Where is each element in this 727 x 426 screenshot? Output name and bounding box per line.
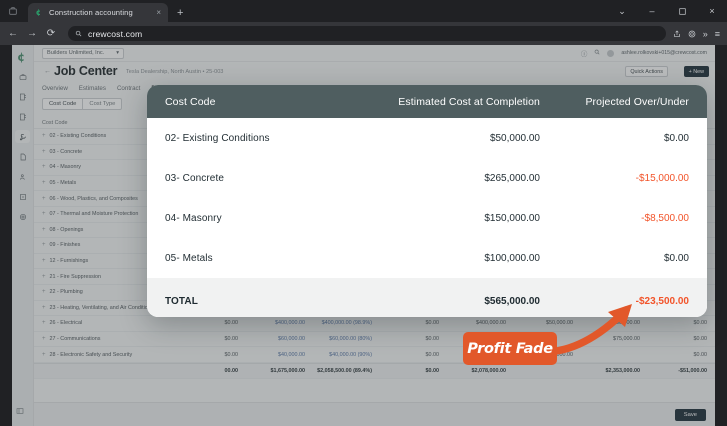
- window-controls: ⌄ – ×: [607, 0, 727, 22]
- cost-code: 03- Concrete: [165, 172, 225, 184]
- search-icon: [75, 30, 82, 37]
- projected-over-under: -$15,000.00: [635, 172, 689, 184]
- modal-header: Cost Code Estimated Cost at Completion P…: [147, 85, 707, 118]
- cost-code: 04- Masonry: [165, 212, 222, 224]
- window-close-icon[interactable]: ×: [709, 6, 715, 16]
- modal-row[interactable]: 05- Metals $100,000.00 $0.00: [147, 238, 707, 278]
- share-icon[interactable]: [673, 30, 681, 38]
- curved-arrow-icon: [540, 304, 632, 356]
- estimated-cost: $150,000.00: [484, 212, 540, 224]
- modal-body: 02- Existing Conditions $50,000.00 $0.00…: [147, 118, 707, 317]
- minimize-icon[interactable]: –: [649, 6, 655, 16]
- back-icon[interactable]: ←: [8, 27, 18, 39]
- close-icon[interactable]: ×: [156, 7, 161, 17]
- crewcost-logo-icon: ¢: [34, 8, 44, 18]
- svg-text:¢: ¢: [35, 8, 40, 17]
- estimated-cost: $50,000.00: [489, 132, 540, 144]
- extensions-icon[interactable]: [688, 30, 696, 38]
- total-estimated-cost: $565,000.00: [484, 295, 540, 307]
- cost-code: 05- Metals: [165, 252, 213, 264]
- browser-tab-strip: ¢ Construction accounting × + ⌄ – ×: [0, 0, 727, 22]
- browser-tab[interactable]: ¢ Construction accounting ×: [28, 3, 168, 22]
- maximize-icon[interactable]: [667, 0, 697, 22]
- column-header-projected-over-under: Projected Over/Under: [585, 95, 689, 108]
- projected-over-under: -$8,500.00: [641, 212, 689, 224]
- modal-row[interactable]: 03- Concrete $265,000.00 -$15,000.00: [147, 158, 707, 198]
- projected-over-under: $0.00: [663, 132, 689, 144]
- overflow-chevron-icon[interactable]: »: [702, 28, 708, 39]
- cost-code: 02- Existing Conditions: [165, 132, 270, 144]
- profit-fade-callout: Profit Fade: [463, 332, 557, 365]
- address-bar-url: crewcost.com: [88, 28, 143, 39]
- total-projected-over-under: -$23,500.00: [635, 295, 689, 307]
- total-label: TOTAL: [165, 295, 198, 307]
- modal-row[interactable]: 04- Masonry $150,000.00 -$8,500.00: [147, 198, 707, 238]
- projected-over-under: $0.00: [663, 252, 689, 264]
- new-tab-button[interactable]: +: [177, 7, 184, 19]
- callout-label: Profit Fade: [467, 340, 553, 357]
- browser-tab-title: Construction accounting: [49, 8, 133, 17]
- estimated-cost: $100,000.00: [484, 252, 540, 264]
- column-header-estimated-cost: Estimated Cost at Completion: [398, 95, 540, 108]
- cost-code-summary-modal: Cost Code Estimated Cost at Completion P…: [147, 85, 707, 317]
- estimated-cost: $265,000.00: [484, 172, 540, 184]
- address-bar[interactable]: crewcost.com: [68, 26, 666, 41]
- browser-toolbar: ← → ⟳ crewcost.com » ≡: [0, 22, 727, 45]
- chevron-down-icon[interactable]: ⌄: [618, 5, 626, 16]
- profile-avatar-icon[interactable]: [0, 0, 26, 22]
- column-header-cost-code: Cost Code: [165, 95, 216, 108]
- reload-icon[interactable]: ⟳: [46, 27, 56, 39]
- modal-row[interactable]: 02- Existing Conditions $50,000.00 $0.00: [147, 118, 707, 158]
- menu-icon[interactable]: ≡: [714, 28, 720, 39]
- forward-icon[interactable]: →: [27, 27, 37, 39]
